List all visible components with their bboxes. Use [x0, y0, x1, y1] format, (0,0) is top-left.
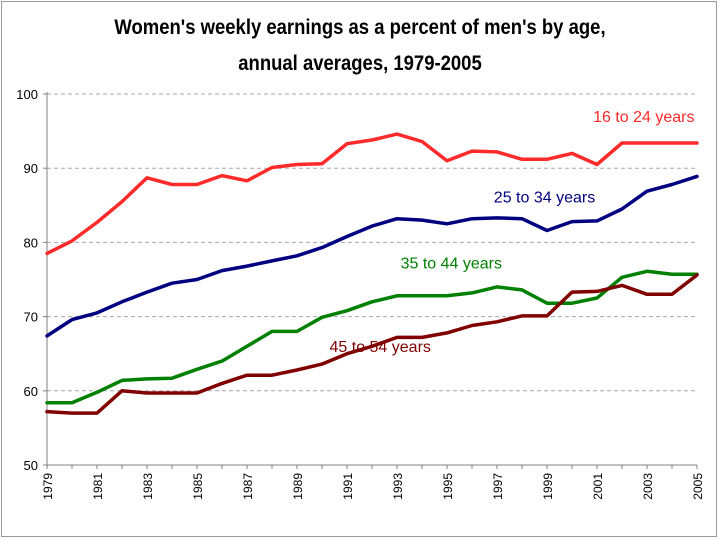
series-line — [45, 273, 699, 415]
y-tick-label: 100 — [16, 87, 38, 102]
series-line — [45, 132, 699, 256]
series-label: 25 to 34 years — [494, 189, 595, 206]
y-tick-label: 90 — [24, 161, 38, 176]
series-line — [45, 269, 699, 405]
x-tick-label: 1995 — [441, 473, 455, 500]
x-tick-label: 1999 — [541, 473, 555, 500]
x-tick-label: 1991 — [341, 473, 355, 500]
chart-title: Women's weekly earnings as a percent of … — [114, 16, 606, 39]
y-tick-label: 60 — [24, 384, 38, 399]
x-tick-label: 1987 — [241, 473, 255, 500]
x-tick-label: 1989 — [291, 473, 305, 500]
x-tick-label: 1993 — [391, 473, 405, 500]
series-label: 35 to 44 years — [401, 255, 502, 272]
x-tick-label: 1985 — [191, 473, 205, 500]
x-tick-label: 1981 — [91, 473, 105, 500]
y-tick-label: 50 — [24, 458, 38, 473]
series-label: 45 to 54 years — [330, 339, 431, 356]
y-tick-label: 80 — [24, 235, 38, 250]
x-tick-label: 2003 — [641, 473, 655, 500]
x-tick-label: 1983 — [141, 473, 155, 500]
series-label: 16 to 24 years — [593, 109, 694, 126]
y-tick-label: 70 — [24, 310, 38, 325]
chart-subtitle: annual averages, 1979-2005 — [238, 52, 482, 75]
series-line — [45, 174, 699, 338]
x-tick-label: 1979 — [41, 473, 55, 500]
x-tick-label: 2005 — [691, 473, 705, 500]
x-tick-label: 1997 — [491, 473, 505, 500]
x-tick-label: 2001 — [591, 473, 605, 500]
